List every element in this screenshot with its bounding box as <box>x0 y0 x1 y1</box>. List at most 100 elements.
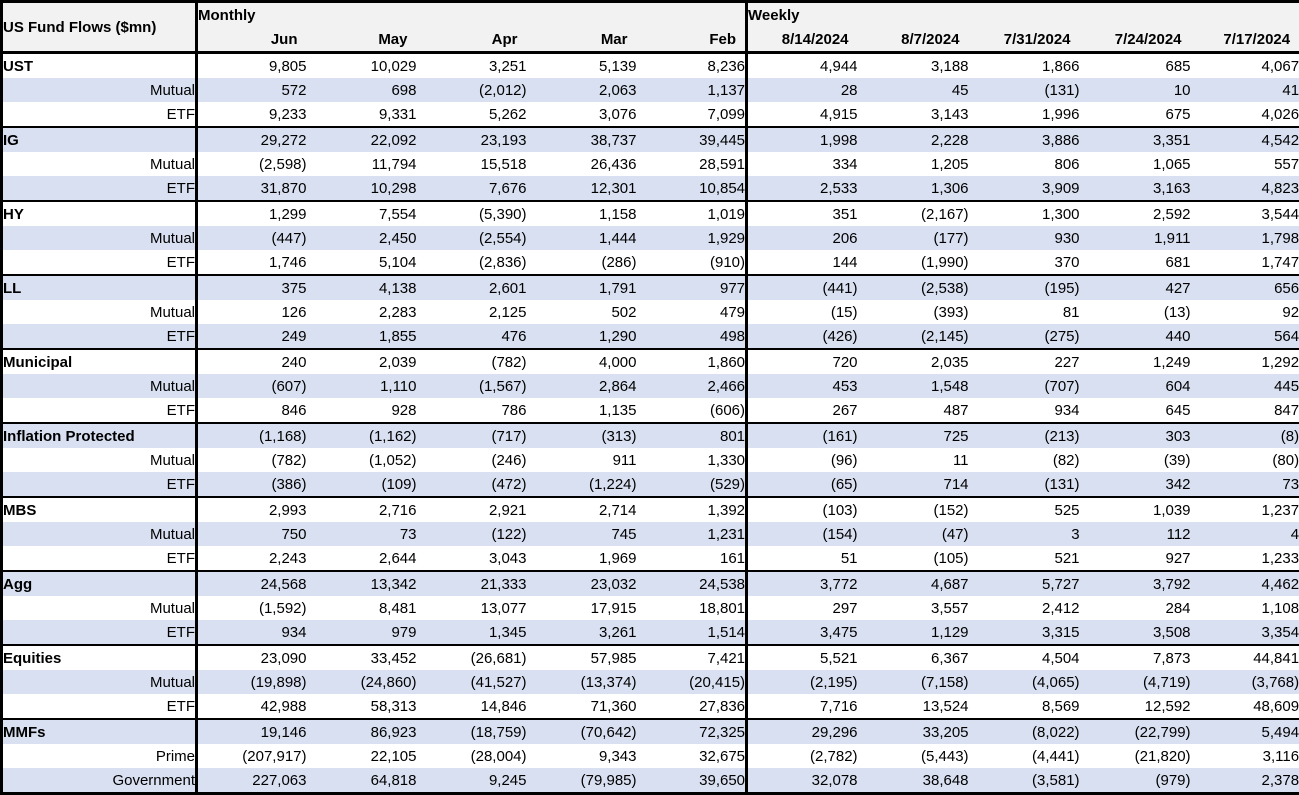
value-cell: (96) <box>747 448 858 472</box>
value-cell: 1,998 <box>747 127 858 152</box>
value-cell: 28,591 <box>637 152 747 176</box>
value-cell: 1,065 <box>1080 152 1191 176</box>
month-column-header: May <box>307 27 417 53</box>
value-cell: 51 <box>747 546 858 571</box>
value-cell: 1,514 <box>637 620 747 645</box>
value-cell: (313) <box>527 423 637 448</box>
group-row-label: MMFs <box>2 719 197 744</box>
sub-row-label: Government <box>2 768 197 794</box>
value-cell: 3,557 <box>858 596 969 620</box>
value-cell: 39,650 <box>637 768 747 794</box>
week-column-header: 8/14/2024 <box>747 27 858 53</box>
value-cell: 13,077 <box>417 596 527 620</box>
value-cell: 572 <box>197 78 307 102</box>
value-cell: (4,441) <box>969 744 1080 768</box>
value-cell: (3,768) <box>1191 670 1299 694</box>
value-cell: 1,855 <box>307 324 417 349</box>
value-cell: 2,412 <box>969 596 1080 620</box>
value-cell: 7,873 <box>1080 645 1191 670</box>
value-cell: (1,224) <box>527 472 637 497</box>
value-cell: 681 <box>1080 250 1191 275</box>
value-cell: (82) <box>969 448 1080 472</box>
value-cell: (979) <box>1080 768 1191 794</box>
value-cell: 5,139 <box>527 53 637 79</box>
value-cell: 1,996 <box>969 102 1080 127</box>
value-cell: (2,145) <box>858 324 969 349</box>
value-cell: 249 <box>197 324 307 349</box>
value-cell: 9,233 <box>197 102 307 127</box>
group-row-label: Inflation Protected <box>2 423 197 448</box>
value-cell: 267 <box>747 398 858 423</box>
value-cell: (2,012) <box>417 78 527 102</box>
sub-row-label: ETF <box>2 694 197 719</box>
month-column-header: Jun <box>197 27 307 53</box>
value-cell: 9,805 <box>197 53 307 79</box>
value-cell: 2,378 <box>1191 768 1299 794</box>
value-cell: 5,727 <box>969 571 1080 596</box>
value-cell: 81 <box>969 300 1080 324</box>
sub-row-label: ETF <box>2 250 197 275</box>
value-cell: (782) <box>197 448 307 472</box>
value-cell: 2,125 <box>417 300 527 324</box>
value-cell: (2,782) <box>747 744 858 768</box>
value-cell: (207,917) <box>197 744 307 768</box>
value-cell: 476 <box>417 324 527 349</box>
group-row-label: MBS <box>2 497 197 522</box>
value-cell: 2,921 <box>417 497 527 522</box>
value-cell: 45 <box>858 78 969 102</box>
value-cell: 370 <box>969 250 1080 275</box>
value-cell: (1,162) <box>307 423 417 448</box>
value-cell: 8,236 <box>637 53 747 79</box>
value-cell: 4,542 <box>1191 127 1299 152</box>
value-cell: 10 <box>1080 78 1191 102</box>
value-cell: (426) <box>747 324 858 349</box>
week-column-header: 7/24/2024 <box>1080 27 1191 53</box>
value-cell: 4,915 <box>747 102 858 127</box>
value-cell: 911 <box>527 448 637 472</box>
value-cell: 656 <box>1191 275 1299 300</box>
value-cell: 2,283 <box>307 300 417 324</box>
value-cell: (41,527) <box>417 670 527 694</box>
value-cell: 240 <box>197 349 307 374</box>
value-cell: (782) <box>417 349 527 374</box>
value-cell: 3,116 <box>1191 744 1299 768</box>
value-cell: 1,345 <box>417 620 527 645</box>
value-cell: (5,390) <box>417 201 527 226</box>
value-cell: 3,076 <box>527 102 637 127</box>
value-cell: 206 <box>747 226 858 250</box>
value-cell: 86,923 <box>307 719 417 744</box>
sub-row-label: ETF <box>2 324 197 349</box>
value-cell: 14,846 <box>417 694 527 719</box>
value-cell: (18,759) <box>417 719 527 744</box>
value-cell: 1,290 <box>527 324 637 349</box>
value-cell: 10,854 <box>637 176 747 201</box>
section-header-row: US Fund Flows ($mn) Monthly Weekly <box>2 2 1299 28</box>
value-cell: 73 <box>1191 472 1299 497</box>
value-cell: 12,301 <box>527 176 637 201</box>
table-row: Inflation Protected(1,168)(1,162)(717)(3… <box>2 423 1299 448</box>
value-cell: (13,374) <box>527 670 637 694</box>
value-cell: 2,450 <box>307 226 417 250</box>
value-cell: 28 <box>747 78 858 102</box>
value-cell: 22,105 <box>307 744 417 768</box>
value-cell: 227 <box>969 349 1080 374</box>
value-cell: (1,567) <box>417 374 527 398</box>
value-cell: 4,138 <box>307 275 417 300</box>
sub-row-label: Mutual <box>2 374 197 398</box>
value-cell: 801 <box>637 423 747 448</box>
value-cell: (39) <box>1080 448 1191 472</box>
value-cell: 3,251 <box>417 53 527 79</box>
value-cell: 284 <box>1080 596 1191 620</box>
value-cell: (15) <box>747 300 858 324</box>
value-cell: 977 <box>637 275 747 300</box>
value-cell: 725 <box>858 423 969 448</box>
value-cell: (2,836) <box>417 250 527 275</box>
value-cell: (24,860) <box>307 670 417 694</box>
